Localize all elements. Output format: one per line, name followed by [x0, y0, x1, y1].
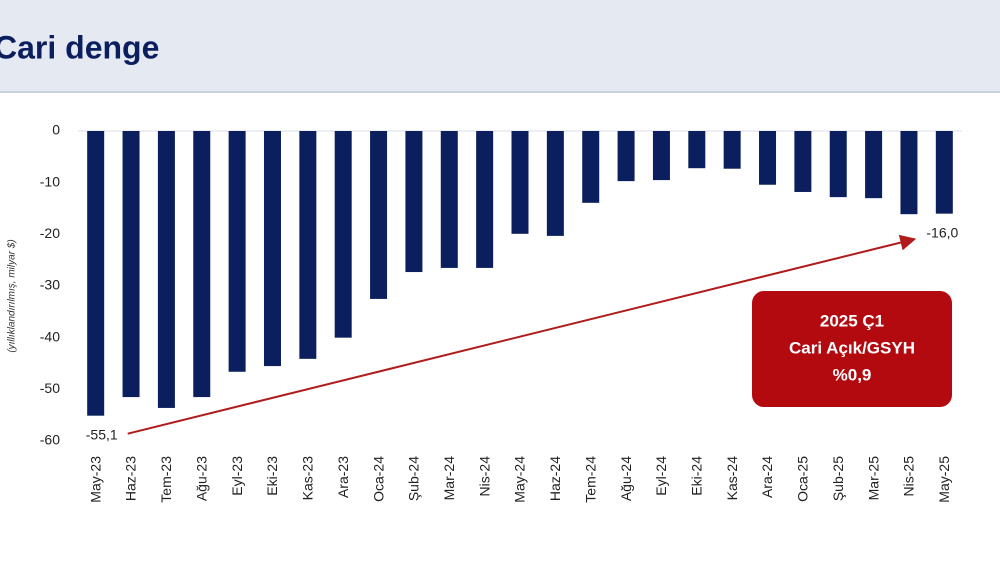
- bar: [440, 131, 458, 268]
- x-tick-label: Ağu-24: [618, 456, 634, 501]
- bar: [546, 131, 564, 236]
- y-tick-label: 0: [52, 122, 60, 138]
- x-tick-label: Tem-24: [582, 456, 598, 503]
- y-tick-label: -60: [40, 432, 60, 448]
- bar: [334, 131, 352, 338]
- x-tick-label: Haz-24: [547, 456, 563, 501]
- chart-title: Cari denge: [0, 29, 159, 65]
- x-tick-label: Nis-24: [476, 456, 492, 497]
- bar: [511, 131, 529, 234]
- bar: [688, 131, 706, 169]
- x-tick-label: Oca-24: [370, 456, 386, 502]
- y-tick-label: -40: [40, 328, 60, 344]
- y-tick-label: -50: [40, 380, 60, 396]
- bar: [263, 131, 281, 367]
- bar: [652, 131, 670, 181]
- bar: [476, 131, 494, 268]
- bar: [829, 131, 847, 198]
- y-tick-label: -20: [40, 225, 60, 241]
- x-tick-label: May-24: [512, 456, 528, 503]
- annotation-text: 2025 Ç1: [820, 311, 884, 330]
- x-tick-label: Ağu-23: [193, 456, 209, 501]
- x-tick-label: Eyl-23: [229, 456, 245, 496]
- bar: [617, 131, 635, 182]
- x-tick-label: May-23: [87, 456, 103, 503]
- x-tick-label: Eyl-24: [653, 456, 669, 496]
- x-tick-label: Ara-23: [335, 456, 351, 498]
- x-tick-label: Mar-24: [441, 456, 457, 501]
- value-label: -55,1: [86, 426, 118, 442]
- bar: [759, 131, 777, 185]
- header-band: [0, 0, 1000, 92]
- bar: [157, 131, 175, 408]
- x-tick-label: Kas-24: [724, 456, 740, 501]
- x-tick-label: Nis-25: [901, 456, 917, 497]
- y-tick-label: -30: [40, 277, 60, 293]
- x-tick-label: May-25: [936, 456, 952, 503]
- value-label: -16,0: [926, 224, 958, 240]
- x-tick-label: Mar-25: [865, 456, 881, 501]
- annotation-text: Cari Açık/GSYH: [789, 338, 915, 357]
- bar: [865, 131, 883, 199]
- trend-arrow: [127, 234, 917, 435]
- bar: [405, 131, 423, 273]
- bar: [935, 131, 953, 214]
- bar: [193, 131, 211, 398]
- bar: [299, 131, 317, 359]
- bar: [900, 131, 918, 215]
- bar: [122, 131, 140, 398]
- x-tick-label: Eki-23: [264, 456, 280, 496]
- x-tick-label: Kas-23: [300, 456, 316, 501]
- y-tick-label: -10: [40, 173, 60, 189]
- x-tick-label: Şub-24: [406, 456, 422, 501]
- bar: [370, 131, 388, 299]
- bar: [228, 131, 246, 372]
- x-tick-label: Eki-24: [689, 456, 705, 496]
- annotation-text: %0,9: [833, 365, 872, 384]
- bar: [794, 131, 812, 192]
- x-tick-label: Ara-24: [759, 456, 775, 498]
- x-tick-label: Şub-25: [830, 456, 846, 501]
- annotation-box: [752, 291, 952, 407]
- x-tick-label: Oca-25: [795, 456, 811, 502]
- x-tick-label: Tem-23: [158, 456, 174, 503]
- y-axis-label: (yıllıklandırılmış, milyar $): [7, 239, 18, 352]
- x-tick-label: Haz-23: [123, 456, 139, 501]
- bar: [87, 131, 105, 416]
- bar: [723, 131, 741, 169]
- bar: [582, 131, 600, 203]
